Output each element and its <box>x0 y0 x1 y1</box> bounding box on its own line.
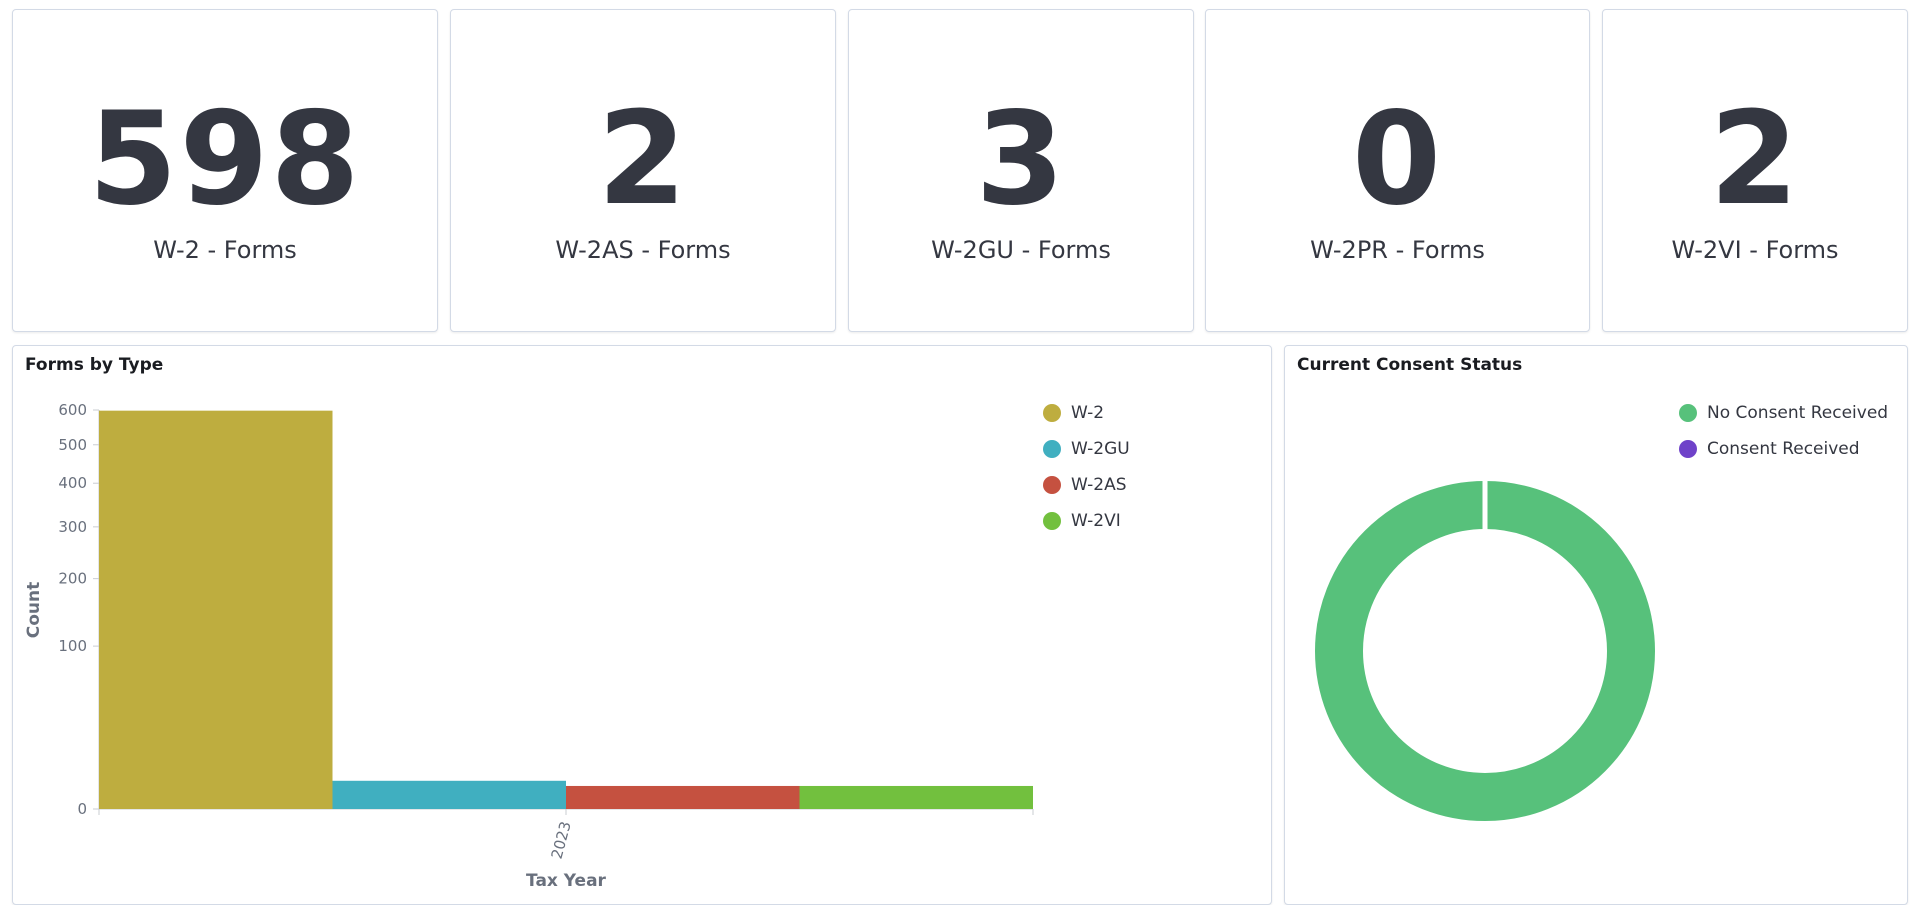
consent-legend: No Consent Received Consent Received <box>1679 395 1888 467</box>
x-axis-title: Tax Year <box>526 871 607 891</box>
forms-legend: W-2 W-2GU W-2AS W-2VI <box>1043 395 1130 539</box>
metric-panel-w2pr: 0 W-2PR - Forms <box>1205 9 1590 332</box>
legend-dot <box>1679 404 1697 422</box>
y-axis-title: Count <box>24 582 44 639</box>
donut-slice-no-consent-received <box>1315 481 1655 821</box>
y-tick-label: 100 <box>58 637 87 655</box>
y-tick-label: 300 <box>58 518 87 536</box>
bar-w-2vi <box>799 785 1033 809</box>
metric-panel-w2gu: 3 W-2GU - Forms <box>848 9 1194 332</box>
metric-value: 3 <box>975 85 1067 234</box>
metric-label: W-2AS - Forms <box>555 236 731 264</box>
panel-title: Forms by Type <box>25 355 164 375</box>
legend-dot <box>1043 440 1061 458</box>
metric-value: 598 <box>88 85 362 234</box>
consent-status-panel: Current Consent Status No Consent Receiv… <box>1284 345 1908 905</box>
legend-dot <box>1043 512 1061 530</box>
metric-label: W-2 - Forms <box>153 236 297 264</box>
legend-item-consent-received[interactable]: Consent Received <box>1679 431 1888 467</box>
metric-label: W-2PR - Forms <box>1310 236 1485 264</box>
y-tick-label: 500 <box>58 436 87 454</box>
forms-bar-chart: 0 100 200 300 400 500 600 2023 Tax Year Count <box>24 401 1034 891</box>
legend-item-w2gu[interactable]: W-2GU <box>1043 431 1130 467</box>
y-tick-label: 400 <box>58 474 87 492</box>
bar-w-2 <box>99 410 333 809</box>
y-tick-label: 0 <box>77 800 87 818</box>
metric-panel-w2: 598 W-2 - Forms <box>12 9 438 332</box>
legend-item-w2[interactable]: W-2 <box>1043 395 1130 431</box>
panel-title: Current Consent Status <box>1297 355 1523 375</box>
legend-label: Consent Received <box>1707 439 1860 459</box>
legend-dot <box>1679 440 1697 458</box>
bar-w-2gu <box>332 780 566 809</box>
legend-label: W-2AS <box>1071 475 1127 495</box>
metric-label: W-2GU - Forms <box>931 236 1111 264</box>
metric-value: 2 <box>597 85 689 234</box>
metric-value: 0 <box>1351 85 1444 234</box>
forms-by-type-panel: Forms by Type 0 100 200 300 400 500 600 2023 Tax… <box>12 345 1272 905</box>
legend-label: W-2VI <box>1071 511 1121 531</box>
metric-label: W-2VI - Forms <box>1671 236 1839 264</box>
y-tick-label: 200 <box>58 570 87 588</box>
legend-dot <box>1043 476 1061 494</box>
consent-donut-chart <box>1315 480 1655 821</box>
x-tick-label: 2023 <box>548 819 575 861</box>
metric-value: 2 <box>1709 85 1801 234</box>
legend-item-w2as[interactable]: W-2AS <box>1043 467 1130 503</box>
legend-label: W-2GU <box>1071 439 1130 459</box>
bar-w-2as <box>566 785 800 809</box>
legend-item-no-consent[interactable]: No Consent Received <box>1679 395 1888 431</box>
legend-label: No Consent Received <box>1707 403 1889 423</box>
legend-label: W-2 <box>1071 403 1105 423</box>
metric-panel-w2vi: 2 W-2VI - Forms <box>1602 9 1908 332</box>
metric-panel-w2as: 2 W-2AS - Forms <box>450 9 836 332</box>
legend-dot <box>1043 404 1061 422</box>
legend-item-w2vi[interactable]: W-2VI <box>1043 503 1130 539</box>
y-tick-label: 600 <box>58 401 87 419</box>
